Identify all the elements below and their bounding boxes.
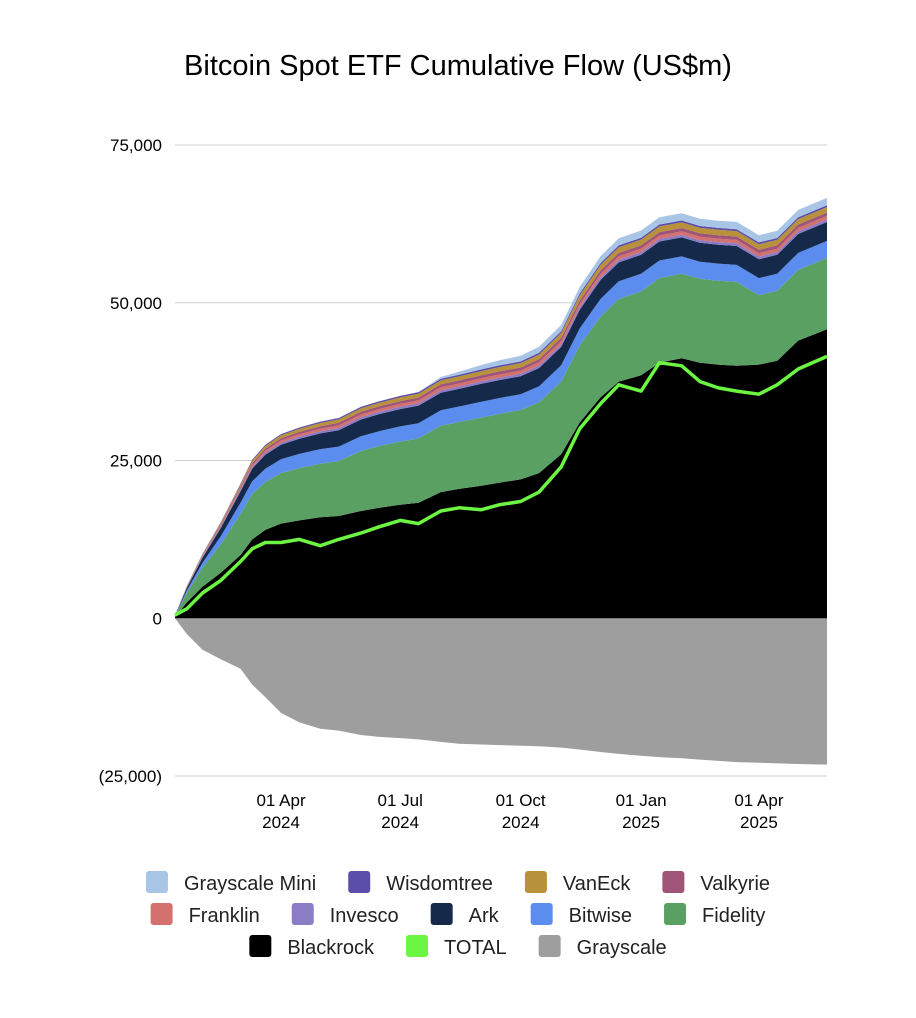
legend-label-grayscale: Grayscale — [577, 937, 667, 959]
x-tick-label: 01 Oct — [496, 791, 546, 810]
x-tick-label: 01 Apr — [256, 791, 305, 810]
legend-swatch-vaneck — [524, 871, 547, 893]
x-tick-label: 01 Jan — [616, 791, 667, 810]
area-blackrock — [175, 329, 827, 619]
area-grayscale — [175, 618, 827, 765]
legend-swatch-grayscale-mini — [145, 871, 168, 893]
legend-label-grayscale-mini: Grayscale Mini — [184, 873, 316, 895]
x-tick-label: 01 Jul — [378, 791, 423, 810]
y-tick-label: 25,000 — [110, 452, 162, 471]
legend-swatch-bitwise — [530, 903, 553, 925]
chart-title: Bitcoin Spot ETF Cumulative Flow (US$m) — [184, 50, 732, 82]
area-franklin — [175, 215, 827, 616]
y-tick-label: 50,000 — [110, 294, 162, 313]
legend-swatch-ark — [430, 903, 453, 925]
y-tick-label: (25,000) — [99, 767, 162, 786]
legend-label-total: TOTAL — [444, 937, 507, 959]
legend-swatch-fidelity — [664, 903, 687, 925]
legend-label-valkyrie: Valkyrie — [700, 873, 770, 895]
area-grayscale-mini — [175, 197, 827, 616]
legend-label-blackrock: Blackrock — [287, 937, 375, 959]
legend-label-ark: Ark — [469, 905, 500, 927]
legend-label-franklin: Franklin — [189, 905, 260, 927]
x-tick-label: 2024 — [502, 813, 540, 832]
area-layer — [175, 197, 827, 765]
legend-swatch-grayscale — [538, 935, 561, 957]
x-tick-label: 2024 — [381, 813, 419, 832]
area-vaneck — [175, 207, 827, 616]
legend-label-vaneck: VanEck — [563, 873, 631, 895]
y-tick-label: 0 — [153, 609, 162, 628]
legend: Grayscale Mini Wisdomtree VanEck Valkyrie Fr… — [145, 871, 770, 959]
legend-label-bitwise: Bitwise — [569, 905, 632, 927]
legend-swatch-blackrock — [249, 935, 272, 957]
area-ark — [175, 222, 827, 616]
x-tick-label: 2025 — [740, 813, 778, 832]
legend-label-invesco: Invesco — [330, 905, 399, 927]
x-tick-label: 01 Apr — [734, 791, 783, 810]
y-tick-label: 75,000 — [110, 136, 162, 155]
y-axis: 75,000 50,000 25,000 0 (25,000) — [99, 136, 162, 786]
legend-swatch-total — [406, 935, 429, 957]
legend-swatch-wisdomtree — [348, 871, 371, 893]
legend-label-wisdomtree: Wisdomtree — [386, 873, 493, 895]
legend-swatch-valkyrie — [662, 871, 685, 893]
x-tick-label: 2024 — [262, 813, 300, 832]
legend-swatch-franklin — [150, 903, 173, 925]
line-total — [174, 354, 828, 617]
x-axis: 01 Apr 2024 01 Jul 2024 01 Oct 2024 01 Jan 2025… — [256, 791, 783, 832]
legend-swatch-invesco — [291, 903, 314, 925]
area-bitwise — [175, 240, 827, 617]
area-fidelity — [175, 257, 827, 617]
line-layer — [174, 354, 828, 617]
x-tick-label: 2025 — [622, 813, 660, 832]
legend-label-fidelity: Fidelity — [702, 905, 765, 927]
